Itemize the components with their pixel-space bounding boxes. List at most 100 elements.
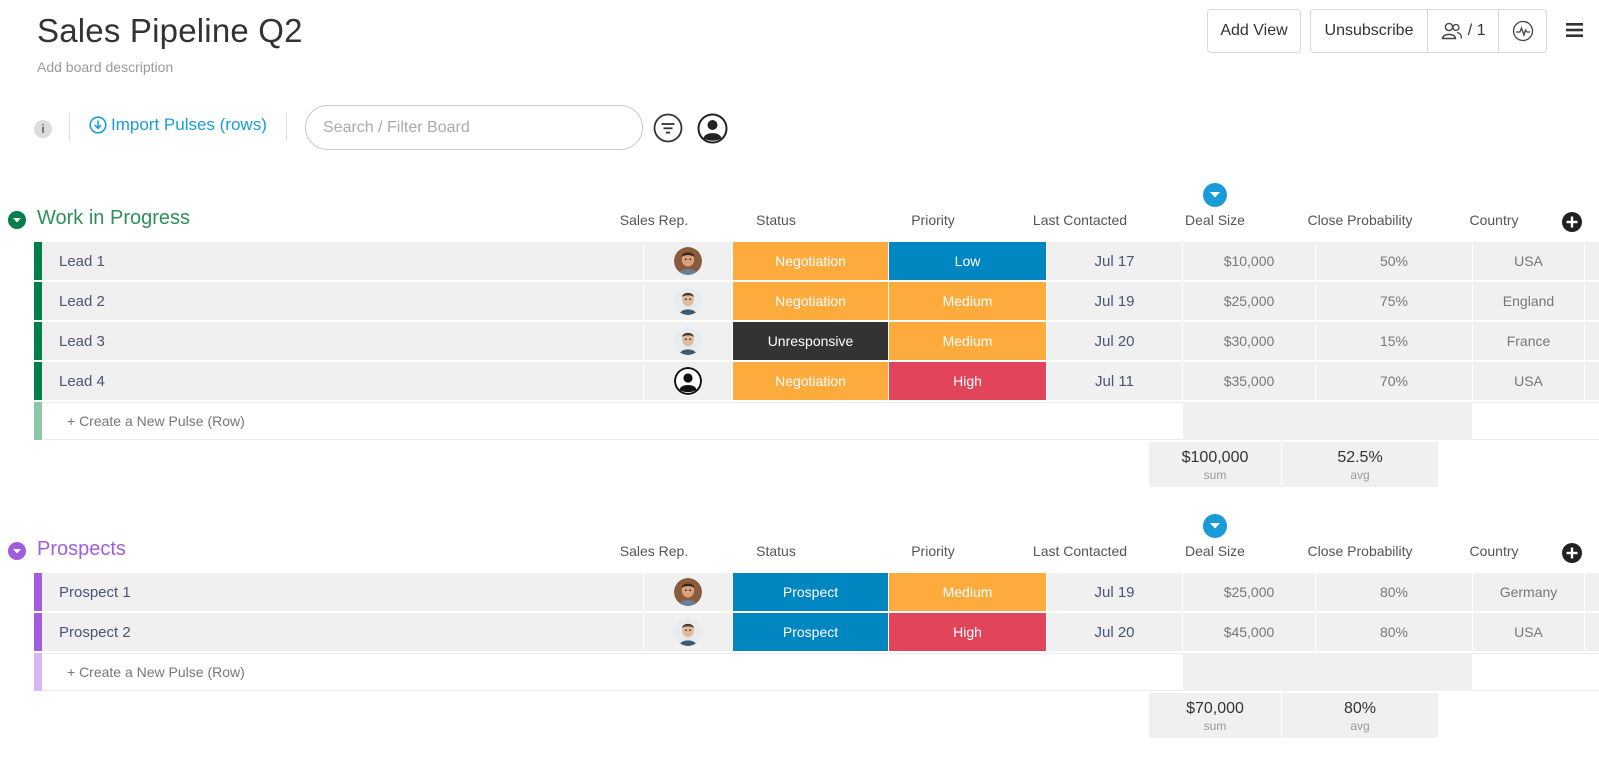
pulse-name[interactable]: Lead 2 (42, 282, 643, 320)
sort-indicator-icon[interactable] (1203, 183, 1227, 207)
sales-rep-cell[interactable] (644, 282, 732, 320)
sales-rep-cell[interactable] (644, 362, 732, 400)
pulse-name[interactable]: Lead 3 (42, 322, 643, 360)
last-contacted-date[interactable]: Jul 19 (1047, 282, 1182, 320)
group-collapse-icon[interactable] (8, 211, 26, 229)
priority-label[interactable]: Medium (889, 282, 1046, 320)
priority-label[interactable]: Low (889, 242, 1046, 280)
pulse-name[interactable]: Prospect 1 (42, 573, 643, 611)
group-title[interactable]: Prospects (37, 538, 126, 560)
table-row[interactable]: Lead 1 Negotiation Low Jul 17 $10,000 50% USA (34, 241, 1599, 281)
deal-size-value[interactable]: $10,000 (1183, 242, 1315, 280)
priority-label[interactable]: Medium (889, 573, 1046, 611)
members-button[interactable]: / 1 (1427, 10, 1498, 52)
activity-button[interactable] (1498, 10, 1546, 52)
import-pulses-link[interactable]: Import Pulses (rows) (89, 115, 267, 135)
status-label[interactable]: Prospect (733, 613, 888, 651)
group-title[interactable]: Work in Progress (37, 207, 191, 229)
country-value[interactable]: USA (1473, 362, 1584, 400)
column-header-sales-rep[interactable]: Sales Rep. (619, 212, 689, 228)
filter-icon[interactable] (653, 113, 683, 143)
priority-label[interactable]: Medium (889, 322, 1046, 360)
sort-indicator-icon[interactable] (1203, 514, 1227, 538)
column-header-deal-size[interactable]: Deal Size (1185, 543, 1245, 559)
column-header-status[interactable]: Status (756, 543, 796, 559)
deal-size-value[interactable]: $45,000 (1183, 613, 1315, 651)
add-column-icon[interactable] (1562, 543, 1582, 563)
column-header-status[interactable]: Status (756, 212, 796, 228)
add-column-icon[interactable] (1562, 212, 1582, 232)
status-label[interactable]: Unresponsive (733, 322, 888, 360)
column-header-country[interactable]: Country (1469, 212, 1519, 228)
group-collapse-icon[interactable] (8, 542, 26, 560)
deal-size-value[interactable]: $25,000 (1183, 573, 1315, 611)
last-contacted-date[interactable]: Jul 20 (1047, 613, 1182, 651)
country-value[interactable]: USA (1473, 242, 1584, 280)
deal-size-value[interactable]: $25,000 (1183, 282, 1315, 320)
country-value[interactable]: England (1473, 282, 1584, 320)
column-header-sales-rep[interactable]: Sales Rep. (619, 543, 689, 559)
last-contacted-date[interactable]: Jul 19 (1047, 573, 1182, 611)
create-pulse-link[interactable]: + Create a New Pulse (Row) (42, 653, 1183, 691)
status-label[interactable]: Negotiation (733, 362, 888, 400)
column-header-priority[interactable]: Priority (911, 212, 955, 228)
column-header-priority[interactable]: Priority (911, 543, 955, 559)
table-row[interactable]: Prospect 2 Prospect High Jul 20 $45,000 80% US… (34, 612, 1599, 652)
menu-icon[interactable] (1565, 20, 1585, 40)
create-pulse-row[interactable]: + Create a New Pulse (Row) (34, 401, 1599, 441)
column-header-close-probability[interactable]: Close Probability (1307, 212, 1413, 228)
info-icon[interactable]: i (34, 120, 52, 138)
avatar[interactable] (674, 578, 702, 606)
sales-rep-cell[interactable] (644, 322, 732, 360)
sales-rep-cell[interactable] (644, 242, 732, 280)
board-description[interactable]: Add board description (37, 59, 174, 75)
add-view-button[interactable]: Add View (1207, 9, 1301, 53)
close-probability-value[interactable]: 80% (1316, 573, 1472, 611)
sales-rep-cell[interactable] (644, 573, 732, 611)
column-header-last-contacted[interactable]: Last Contacted (1032, 543, 1128, 559)
status-label[interactable]: Prospect (733, 573, 888, 611)
create-pulse-row[interactable]: + Create a New Pulse (Row) (34, 652, 1599, 692)
pulse-group: Prospects Sales Rep. Status Priority Last Co… (0, 511, 1599, 738)
close-probability-value[interactable]: 75% (1316, 282, 1472, 320)
deal-size-value[interactable]: $30,000 (1183, 322, 1315, 360)
avatar[interactable] (674, 247, 702, 275)
priority-label[interactable]: High (889, 362, 1046, 400)
close-probability-value[interactable]: 15% (1316, 322, 1472, 360)
table-row[interactable]: Prospect 1 Prospect Medium Jul 19 $25,000 80%… (34, 572, 1599, 612)
pulse-name[interactable]: Lead 4 (42, 362, 643, 400)
last-contacted-date[interactable]: Jul 11 (1047, 362, 1182, 400)
avatar[interactable] (674, 367, 702, 395)
country-value[interactable]: France (1473, 322, 1584, 360)
table-row[interactable]: Lead 2 Negotiation Medium Jul 19 $25,000 75% E… (34, 281, 1599, 321)
status-label[interactable]: Negotiation (733, 242, 888, 280)
column-header-close-probability[interactable]: Close Probability (1307, 543, 1413, 559)
avatar[interactable] (674, 618, 702, 646)
column-header-deal-size[interactable]: Deal Size (1185, 212, 1245, 228)
avatar[interactable] (674, 287, 702, 315)
column-header-country[interactable]: Country (1469, 543, 1519, 559)
pulse-name[interactable]: Prospect 2 (42, 613, 643, 651)
create-pulse-link[interactable]: + Create a New Pulse (Row) (42, 402, 1183, 440)
unsubscribe-button[interactable]: Unsubscribe (1311, 10, 1427, 52)
country-value[interactable]: Germany (1473, 573, 1584, 611)
board-title[interactable]: Sales Pipeline Q2 (37, 12, 303, 49)
deal-size-value[interactable]: $35,000 (1183, 362, 1315, 400)
table-row[interactable]: Lead 4 Negotiation High Jul 11 $35,000 70% USA (34, 361, 1599, 401)
pulse-name[interactable]: Lead 1 (42, 242, 643, 280)
person-filter-icon[interactable] (697, 113, 728, 144)
status-label[interactable]: Negotiation (733, 282, 888, 320)
close-probability-value[interactable]: 50% (1316, 242, 1472, 280)
close-probability-value[interactable]: 80% (1316, 613, 1472, 651)
table-row[interactable]: Lead 3 Unresponsive Medium Jul 20 $30,000 15%… (34, 321, 1599, 361)
priority-label[interactable]: High (889, 613, 1046, 651)
summary-label: sum (1203, 468, 1227, 482)
country-value[interactable]: USA (1473, 613, 1584, 651)
avatar[interactable] (674, 327, 702, 355)
close-probability-value[interactable]: 70% (1316, 362, 1472, 400)
last-contacted-date[interactable]: Jul 17 (1047, 242, 1182, 280)
last-contacted-date[interactable]: Jul 20 (1047, 322, 1182, 360)
column-header-last-contacted[interactable]: Last Contacted (1032, 212, 1128, 228)
sales-rep-cell[interactable] (644, 613, 732, 651)
search-input[interactable] (305, 105, 643, 150)
